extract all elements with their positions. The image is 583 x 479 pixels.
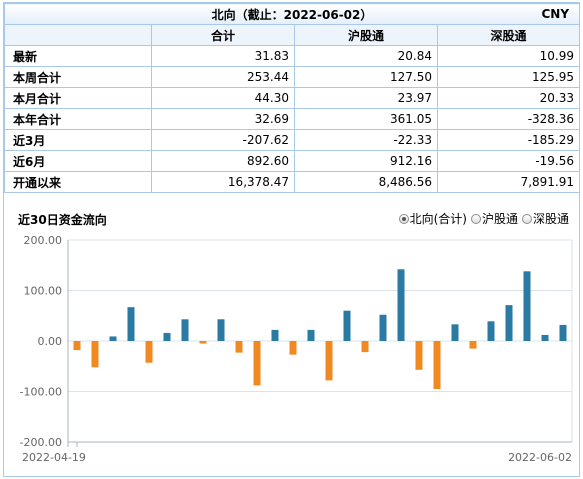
x-end-label: 2022-06-02: [508, 451, 572, 464]
row-label: 开通以来: [4, 171, 152, 193]
bar: [523, 271, 531, 341]
cell-sz: 20.33: [436, 87, 581, 109]
bar: [415, 341, 423, 370]
cell-sh: 127.50: [294, 66, 438, 88]
radio-unselected-icon[interactable]: [470, 213, 481, 224]
cell-sz: -19.56: [436, 150, 581, 172]
cell-total: 32.69: [151, 108, 295, 130]
series-radio-group: 北向(合计) 沪股通 深股通: [398, 210, 569, 227]
row-label: 近3月: [4, 129, 152, 151]
cell-total: 253.44: [151, 66, 295, 88]
cell-sh: -22.33: [294, 129, 438, 151]
northbound-flow-panel: 北向（截止：2022-06-02） CNY 合计 沪股通 深股通 最新 31.8…: [3, 2, 581, 477]
bar: [361, 341, 369, 353]
cell-sz: 10.99: [436, 45, 581, 67]
y-tick-label: -100.00: [20, 386, 62, 399]
cell-sh: 361.05: [294, 108, 438, 130]
bar: [451, 324, 459, 341]
bar: [433, 341, 441, 389]
bar: [199, 341, 207, 344]
cell-sz: 125.95: [436, 66, 581, 88]
bar: [91, 341, 99, 368]
table-row: 本月合计 44.30 23.97 20.33: [4, 87, 581, 109]
bar: [541, 334, 549, 341]
radio-label: 沪股通: [481, 212, 518, 226]
y-tick-label: 100.00: [24, 285, 63, 298]
bar: [307, 329, 315, 341]
bar: [253, 341, 261, 386]
row-label: 近6月: [4, 150, 152, 172]
table-row: 本周合计 253.44 127.50 125.95: [4, 66, 581, 88]
table-title-cell: 北向（截止：2022-06-02） CNY: [3, 3, 581, 25]
bar: [505, 305, 513, 341]
cell-sh: 23.97: [294, 87, 438, 109]
radio-label: 深股通: [532, 212, 569, 226]
table-row: 最新 31.83 20.84 10.99: [4, 45, 581, 67]
row-label: 最新: [4, 45, 152, 67]
bar: [469, 341, 477, 349]
header-total: 合计: [151, 24, 295, 46]
radio-option-northbound[interactable]: 北向(合计): [398, 210, 467, 227]
cell-sh: 8,486.56: [294, 171, 438, 193]
cell-sz: -328.36: [436, 108, 581, 130]
bar: [325, 341, 333, 381]
cell-sz: 7,891.91: [436, 171, 581, 193]
x-start-label: 2022-04-19: [22, 451, 86, 464]
table-row: 近3月 -207.62 -22.33 -185.29: [4, 129, 581, 151]
bar: [397, 269, 405, 341]
fund-flow-bar-chart: 200.00 100.00 0.00 -100.00 -200.00 2022-04-19…: [20, 234, 573, 464]
cell-total: 16,378.47: [151, 171, 295, 193]
row-label: 本周合计: [4, 66, 152, 88]
bar: [343, 310, 351, 341]
radio-option-sz-connect[interactable]: 深股通: [521, 210, 569, 227]
currency-label: CNY: [541, 7, 570, 21]
bar: [127, 307, 135, 341]
bar: [145, 341, 153, 363]
table-title: 北向（截止：2022-06-02）: [211, 7, 373, 22]
radio-selected-icon[interactable]: [398, 213, 409, 224]
radio-label: 北向(合计): [409, 212, 467, 226]
bar: [379, 314, 387, 341]
bar: [235, 341, 243, 353]
cell-sz: -185.29: [436, 129, 581, 151]
radio-unselected-icon[interactable]: [521, 213, 532, 224]
bar: [163, 332, 171, 341]
bar: [217, 319, 225, 341]
cell-sh: 20.84: [294, 45, 438, 67]
bar: [109, 336, 117, 341]
chart-section-title: 近30日资金流向: [18, 213, 107, 227]
y-tick-label: -200.00: [20, 436, 62, 449]
bar: [487, 321, 495, 341]
cell-total: 31.83: [151, 45, 295, 67]
cell-total: -207.62: [151, 129, 295, 151]
bar: [73, 341, 81, 351]
cell-sh: 912.16: [294, 150, 438, 172]
cell-total: 892.60: [151, 150, 295, 172]
y-tick-label: 0.00: [38, 335, 63, 348]
row-label: 本年合计: [4, 108, 152, 130]
bar: [181, 319, 189, 341]
y-tick-label: 200.00: [24, 234, 63, 247]
table-row: 近6月 892.60 912.16 -19.56: [4, 150, 581, 172]
bar: [559, 324, 567, 341]
header-sh-connect: 沪股通: [294, 24, 438, 46]
bar: [271, 329, 279, 341]
header-sz-connect: 深股通: [436, 24, 581, 46]
bar: [289, 341, 297, 355]
flow-summary-table: 北向（截止：2022-06-02） CNY 合计 沪股通 深股通 最新 31.8…: [3, 3, 581, 193]
radio-option-sh-connect[interactable]: 沪股通: [470, 210, 518, 227]
header-empty: [4, 24, 152, 46]
cell-total: 44.30: [151, 87, 295, 109]
row-label: 本月合计: [4, 87, 152, 109]
table-row: 本年合计 32.69 361.05 -328.36: [4, 108, 581, 130]
table-row: 开通以来 16,378.47 8,486.56 7,891.91: [4, 171, 581, 193]
